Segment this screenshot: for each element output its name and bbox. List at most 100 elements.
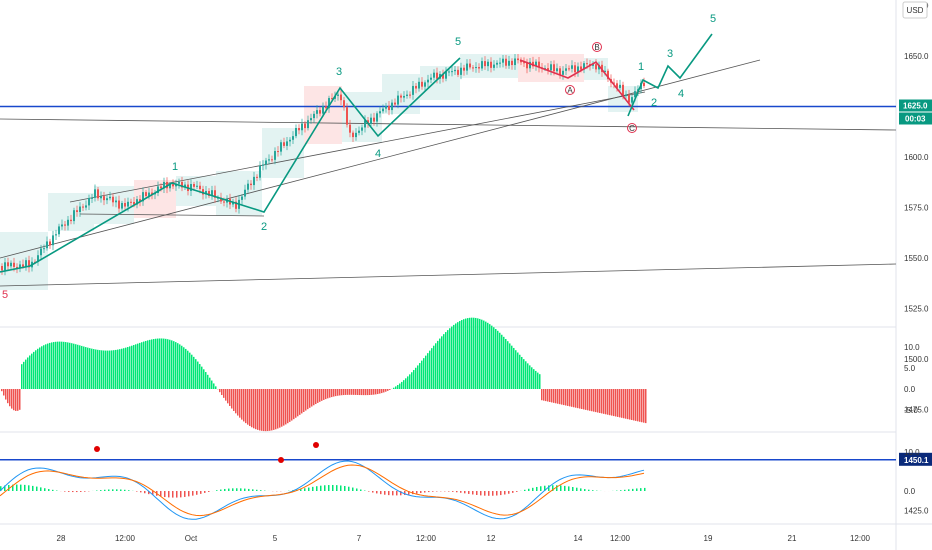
osc2-bar <box>316 486 318 491</box>
osc2-bar <box>472 491 474 495</box>
candle-body <box>595 64 597 70</box>
osc1-bar <box>193 356 195 389</box>
candle-body <box>559 68 561 75</box>
osc1-bar <box>147 340 149 389</box>
candle-body <box>421 81 423 87</box>
wave-label-circle <box>565 85 575 95</box>
osc1-bar <box>241 389 243 420</box>
osc1-bar <box>239 389 241 418</box>
osc1-bar <box>233 389 235 411</box>
candle-body <box>370 117 372 124</box>
osc2-bar <box>576 487 578 491</box>
osc1-bar <box>387 389 389 391</box>
osc2-bar <box>592 490 594 491</box>
osc1-bar <box>569 389 571 407</box>
candle-body <box>247 183 249 190</box>
osc1-tick-label: 10.0 <box>904 343 920 352</box>
osc2-bar <box>100 490 102 491</box>
candle-body <box>79 206 81 212</box>
osc1-bar <box>341 389 343 396</box>
osc2-bar <box>40 487 42 491</box>
osc1-bar <box>487 322 489 389</box>
candle-body <box>67 219 69 226</box>
osc2-bar <box>392 491 394 496</box>
osc1-bar <box>521 356 523 389</box>
osc1-bar <box>215 386 217 389</box>
osc1-bar <box>87 347 89 389</box>
candle-body <box>496 62 498 65</box>
candle-body <box>259 165 261 178</box>
osc1-bar <box>51 342 53 389</box>
candle-body <box>625 94 627 96</box>
osc1-bar <box>7 389 9 404</box>
currency-badge[interactable]: USD <box>902 1 928 19</box>
osc2-bar <box>120 489 122 491</box>
osc2-bar <box>532 487 534 491</box>
wave-label: 3 <box>667 48 673 60</box>
osc1-bar <box>171 340 173 389</box>
candle-body <box>448 71 450 73</box>
candle-body <box>346 107 348 125</box>
candle-body <box>385 105 387 109</box>
osc1-bar <box>213 383 215 389</box>
osc2-bar <box>52 489 54 491</box>
osc1-bar <box>379 389 381 394</box>
osc1-bar <box>127 347 129 389</box>
osc2-bar <box>308 487 310 491</box>
candle-body <box>148 192 150 196</box>
osc2-bar <box>244 488 246 491</box>
osc2-bar <box>540 486 542 491</box>
osc1-bar <box>373 389 375 395</box>
osc1-bar <box>231 389 233 409</box>
osc2-bar <box>232 488 234 491</box>
candle-body <box>571 65 573 69</box>
osc2-bar <box>204 491 206 493</box>
osc2-bar <box>0 486 2 491</box>
zone-shade <box>48 193 94 231</box>
candle-body <box>568 68 570 70</box>
osc1-tick-label: 0.0 <box>904 385 916 394</box>
candle-body <box>553 64 555 72</box>
candle-body <box>472 67 474 69</box>
osc1-bar <box>433 345 435 389</box>
candle-body <box>634 91 636 98</box>
osc1-bar <box>613 389 615 417</box>
candle-body <box>517 58 519 61</box>
osc1-bar <box>223 389 225 398</box>
candle-body <box>112 196 114 203</box>
candle-body <box>13 262 15 267</box>
osc1-bar <box>237 389 239 416</box>
osc1-bar <box>55 341 57 389</box>
osc1-tick-label: 5.0 <box>904 364 916 373</box>
osc1-bar <box>377 389 379 395</box>
osc1-bar <box>131 345 133 389</box>
osc1-bar <box>323 389 325 400</box>
osc2-bar <box>376 491 378 494</box>
osc1-bar <box>247 389 249 425</box>
osc1-bar <box>637 389 639 422</box>
osc1-bar <box>481 319 483 389</box>
candle-body <box>307 120 309 129</box>
candle-body <box>37 255 39 262</box>
osc1-bar <box>541 389 543 401</box>
osc1-bar <box>245 389 247 424</box>
osc1-bar <box>11 389 13 409</box>
osc1-bar <box>23 361 25 389</box>
candle-body <box>100 196 102 199</box>
osc1-bar <box>615 389 617 417</box>
candle-body <box>28 260 30 268</box>
osc2-bar <box>640 488 642 491</box>
candle-body <box>313 113 315 119</box>
osc1-bar <box>439 338 441 389</box>
osc1-bar <box>123 348 125 389</box>
osc1-bar <box>83 346 85 389</box>
candle-body <box>403 95 405 98</box>
candle-body <box>40 248 42 256</box>
osc2-bar <box>32 485 34 491</box>
candle-body <box>127 201 129 207</box>
candle-body <box>322 106 324 114</box>
osc1-bar <box>549 389 551 402</box>
osc1-bar <box>331 389 333 398</box>
candle-body <box>124 202 126 207</box>
osc1-bar <box>91 348 93 389</box>
